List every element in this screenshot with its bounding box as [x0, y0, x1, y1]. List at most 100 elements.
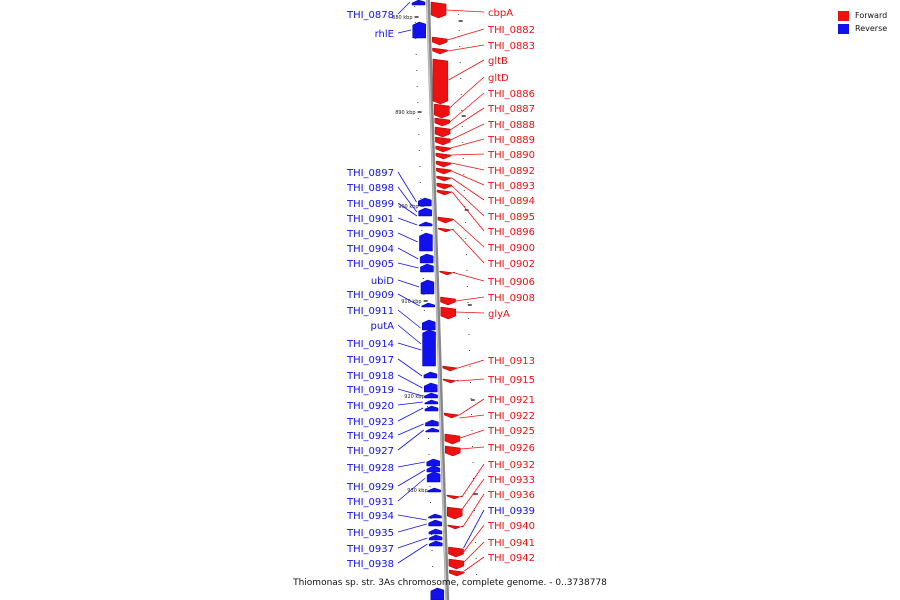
reverse-gene-ubiD[interactable]: [421, 302, 435, 308]
reverse-gene-THI_0878[interactable]: [411, 0, 426, 6]
gene-label-THI_0933[interactable]: THI_0933: [487, 475, 535, 486]
forward-gene-THI_0890[interactable]: [435, 152, 452, 160]
gene-label-THI_0898[interactable]: THI_0898: [346, 183, 394, 194]
reverse-gene-THI_0911[interactable]: [422, 329, 436, 367]
forward-gene-THI_0922[interactable]: [444, 433, 461, 445]
forward-gene-THI_0939[interactable]: [448, 558, 465, 570]
reverse-gene-THI_0904[interactable]: [420, 263, 434, 273]
gene-label-THI_0887[interactable]: THI_0887: [487, 104, 535, 115]
gene-label-THI_0882[interactable]: THI_0882: [487, 25, 535, 36]
reverse-gene-THI_0905[interactable]: [420, 279, 435, 295]
gene-label-THI_0893[interactable]: THI_0893: [487, 181, 535, 192]
reverse-gene-THI_0928[interactable]: [426, 471, 441, 483]
gene-label-THI_0923[interactable]: THI_0923: [346, 417, 394, 428]
gene-label-THI_0906[interactable]: THI_0906: [487, 277, 535, 288]
gene-label-THI_0909[interactable]: THI_0909: [346, 290, 394, 301]
gene-label-THI_0936[interactable]: THI_0936: [487, 490, 535, 501]
gene-label-THI_0940[interactable]: THI_0940: [487, 521, 535, 532]
gene-label-THI_0894[interactable]: THI_0894: [487, 196, 535, 207]
gene-label-THI_0921[interactable]: THI_0921: [487, 395, 535, 406]
gene-label-THI_0938[interactable]: THI_0938: [346, 559, 394, 570]
reverse-gene-THI_0935[interactable]: [428, 528, 443, 535]
gene-label-THI_0917[interactable]: THI_0917: [346, 355, 394, 366]
gene-label-THI_0931[interactable]: THI_0931: [346, 497, 394, 508]
forward-gene-gltB[interactable]: [432, 58, 449, 105]
gene-label-THI_0918[interactable]: THI_0918: [346, 371, 394, 382]
gene-label-gltB[interactable]: gltB: [488, 56, 508, 67]
gene-label-THI_0888[interactable]: THI_0888: [487, 120, 535, 131]
gene-label-THI_0897[interactable]: THI_0897: [346, 168, 394, 179]
forward-gene-THI_0925[interactable]: [445, 445, 461, 457]
gene-label-THI_0939[interactable]: THI_0939: [487, 506, 535, 517]
reverse-gene-THI_0917[interactable]: [424, 392, 438, 399]
forward-gene-THI_0940[interactable]: [448, 569, 465, 577]
forward-gene-cbpA[interactable]: [430, 1, 447, 19]
reverse-gene-THI_0938[interactable]: [430, 587, 445, 600]
gene-label-THI_0937[interactable]: THI_0937: [346, 544, 394, 555]
gene-label-THI_0908[interactable]: THI_0908: [487, 293, 535, 304]
forward-gene-THI_0888[interactable]: [435, 136, 451, 146]
reverse-gene-THI_0927[interactable]: [426, 465, 441, 473]
gene-label-THI_0889[interactable]: THI_0889: [487, 135, 535, 146]
gene-label-THI_0928[interactable]: THI_0928: [346, 463, 394, 474]
gene-label-THI_0925[interactable]: THI_0925: [487, 426, 535, 437]
forward-gene-THI_0882[interactable]: [431, 36, 448, 46]
gene-label-THI_0934[interactable]: THI_0934: [346, 511, 394, 522]
reverse-gene-THI_0899[interactable]: [418, 221, 433, 227]
gene-label-THI_0914[interactable]: THI_0914: [346, 339, 394, 350]
forward-gene-THI_0915[interactable]: [442, 378, 459, 384]
gene-label-THI_0927[interactable]: THI_0927: [346, 446, 394, 457]
forward-gene-THI_0883[interactable]: [432, 47, 448, 55]
forward-gene-THI_0932[interactable]: [446, 506, 463, 520]
gene-label-THI_0941[interactable]: THI_0941: [487, 538, 535, 549]
forward-gene-THI_0908[interactable]: [440, 296, 456, 306]
forward-gene-THI_0895[interactable]: [436, 182, 453, 190]
gene-label-THI_0886[interactable]: THI_0886: [487, 89, 535, 100]
gene-label-THI_0911[interactable]: THI_0911: [346, 306, 394, 317]
reverse-gene-THI_0919[interactable]: [424, 405, 439, 412]
reverse-gene-THI_0914[interactable]: [424, 382, 438, 393]
gene-label-THI_0902[interactable]: THI_0902: [487, 259, 535, 270]
gene-label-THI_0932[interactable]: THI_0932: [487, 460, 535, 471]
gene-label-THI_0935[interactable]: THI_0935: [346, 528, 394, 539]
gene-label-THI_0878[interactable]: THI_0878: [346, 10, 394, 21]
forward-gene-THI_0886[interactable]: [434, 117, 451, 127]
reverse-gene-THI_0923[interactable]: [425, 427, 439, 433]
gene-label-gltD[interactable]: gltD: [488, 73, 509, 84]
forward-gene-THI_0900[interactable]: [437, 216, 454, 224]
forward-gene-THI_0896[interactable]: [436, 189, 454, 196]
gene-label-THI_0890[interactable]: THI_0890: [487, 150, 535, 161]
forward-gene-THI_0902[interactable]: [438, 227, 454, 233]
forward-gene-glyA[interactable]: [440, 306, 457, 320]
gene-label-rhlE[interactable]: rhlE: [375, 29, 394, 40]
reverse-gene-THI_0931[interactable]: [428, 513, 442, 519]
forward-gene-THI_0894[interactable]: [436, 175, 453, 182]
reverse-gene-THI_0938[interactable]: [429, 540, 443, 547]
reverse-gene-THI_0920[interactable]: [425, 419, 439, 427]
reverse-gene-THI_0898[interactable]: [418, 207, 432, 217]
forward-gene-THI_0921[interactable]: [443, 412, 461, 419]
gene-label-putA[interactable]: putA: [371, 321, 395, 332]
reverse-gene-THI_0901[interactable]: [419, 232, 433, 252]
forward-gene-THI_0906[interactable]: [439, 270, 455, 276]
reverse-gene-THI_0924[interactable]: [426, 458, 440, 467]
reverse-gene-THI_0937[interactable]: [428, 534, 443, 541]
gene-label-THI_0895[interactable]: THI_0895: [487, 212, 535, 223]
forward-gene-gltD[interactable]: [434, 103, 450, 119]
reverse-gene-THI_0934[interactable]: [428, 519, 442, 527]
gene-label-THI_0926[interactable]: THI_0926: [487, 443, 535, 454]
gene-label-THI_0920[interactable]: THI_0920: [346, 401, 394, 412]
gene-label-THI_0892[interactable]: THI_0892: [487, 166, 535, 177]
gene-label-THI_0919[interactable]: THI_0919: [346, 385, 394, 396]
reverse-gene-THI_0903[interactable]: [419, 253, 434, 264]
gene-label-THI_0913[interactable]: THI_0913: [487, 356, 535, 367]
reverse-gene-putA[interactable]: [423, 371, 438, 379]
forward-gene-THI_0893[interactable]: [436, 167, 452, 175]
forward-gene-THI_0887[interactable]: [434, 126, 451, 138]
gene-label-THI_0942[interactable]: THI_0942: [487, 553, 535, 564]
forward-gene-THI_0933[interactable]: [447, 524, 464, 530]
gene-label-THI_0904[interactable]: THI_0904: [346, 244, 394, 255]
reverse-gene-THI_0909[interactable]: [421, 319, 436, 331]
gene-label-THI_0900[interactable]: THI_0900: [487, 243, 535, 254]
reverse-gene-THI_0929[interactable]: [427, 487, 441, 493]
